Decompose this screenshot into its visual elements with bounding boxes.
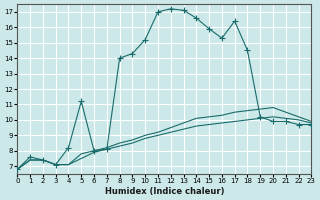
X-axis label: Humidex (Indice chaleur): Humidex (Indice chaleur) xyxy=(105,187,224,196)
